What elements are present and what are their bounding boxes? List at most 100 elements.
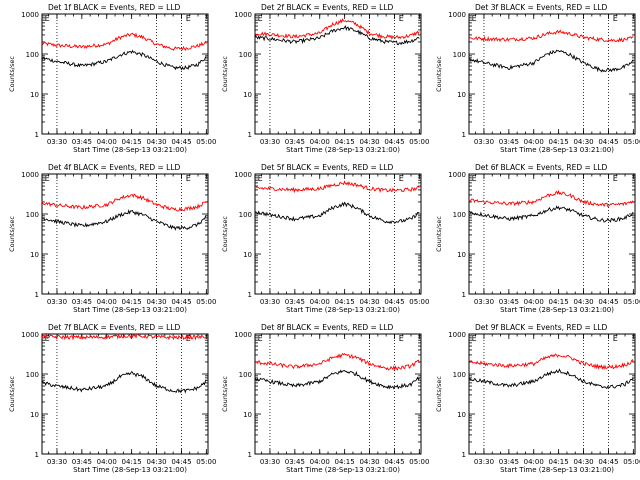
- plot-frame: [468, 173, 636, 295]
- x-tick-label: 04:15: [122, 298, 142, 306]
- x-tick-label: 04:45: [598, 298, 618, 306]
- x-tick-label: 04:30: [146, 138, 166, 146]
- event-marker: E: [45, 14, 50, 23]
- x-tick-label: 05:00: [409, 298, 429, 306]
- x-tick-label: 03:30: [474, 298, 494, 306]
- y-axis-label: Counts/sec: [8, 56, 16, 92]
- lld-series-line: [468, 29, 634, 43]
- x-tick-label: 03:30: [474, 138, 494, 146]
- x-tick-label: 04:00: [97, 138, 117, 146]
- panel-title: Det 1f BLACK = Events, RED = LLD: [48, 3, 181, 12]
- y-tick-label: 1000: [448, 11, 466, 19]
- x-axis-label: Start Time (28-Sep-13 03:21:00): [286, 306, 400, 314]
- detector-panel-6: Det 6f BLACK = Events, RED = LLD 1 10 100 10…: [435, 163, 640, 314]
- y-tick-label: 1000: [234, 331, 252, 339]
- y-tick-label: 1: [248, 131, 252, 139]
- x-tick-label: 04:45: [384, 458, 404, 466]
- x-axis-label: Start Time (28-Sep-13 03:21:00): [73, 146, 187, 154]
- x-axis-label: Start Time (28-Sep-13 03:21:00): [286, 146, 400, 154]
- x-tick-label: 04:00: [97, 298, 117, 306]
- x-axis-label: Start Time (28-Sep-13 03:21:00): [286, 466, 400, 474]
- y-tick-label: 100: [26, 371, 39, 379]
- y-axis-label: Counts/sec: [221, 376, 229, 412]
- x-tick-label: 04:15: [122, 458, 142, 466]
- x-tick-label: 04:15: [549, 298, 569, 306]
- lld-series-line: [468, 353, 634, 371]
- events-series-line: [254, 201, 420, 225]
- y-tick-label: 1: [462, 451, 466, 459]
- events-series-line: [468, 368, 634, 390]
- y-tick-label: 1000: [21, 331, 39, 339]
- plot-frame: [254, 13, 422, 135]
- x-tick-label: 04:30: [359, 138, 379, 146]
- y-tick-label: 10: [457, 91, 466, 99]
- y-tick-label: 1: [462, 131, 466, 139]
- x-tick-label: 04:15: [335, 458, 355, 466]
- x-axis-label: Start Time (28-Sep-13 03:21:00): [500, 466, 614, 474]
- x-tick-label: 03:45: [72, 138, 92, 146]
- y-axis-label: Counts/sec: [435, 56, 443, 92]
- x-axis-label: Start Time (28-Sep-13 03:21:00): [73, 306, 187, 314]
- x-tick-label: 04:45: [598, 458, 618, 466]
- x-tick-label: 03:45: [72, 298, 92, 306]
- x-tick-label: 04:00: [97, 458, 117, 466]
- event-marker: E: [258, 174, 263, 183]
- detector-panel-4: Det 4f BLACK = Events, RED = LLD 1 10 100 10…: [8, 163, 216, 314]
- y-tick-label: 1: [35, 131, 39, 139]
- x-tick-label: 04:15: [335, 298, 355, 306]
- lld-series-line: [254, 18, 420, 40]
- y-tick-label: 100: [453, 371, 466, 379]
- x-axis-label: Start Time (28-Sep-13 03:21:00): [500, 146, 614, 154]
- x-tick-label: 04:30: [359, 298, 379, 306]
- x-tick-label: 04:45: [171, 138, 191, 146]
- x-tick-label: 04:30: [146, 458, 166, 466]
- x-tick-label: 04:15: [122, 138, 142, 146]
- y-tick-label: 100: [453, 211, 466, 219]
- lld-series-line: [468, 189, 634, 208]
- y-tick-label: 1: [35, 291, 39, 299]
- y-tick-label: 1: [462, 291, 466, 299]
- y-tick-label: 10: [30, 91, 39, 99]
- lld-series-line: [41, 193, 207, 212]
- plot-frame: [254, 173, 422, 295]
- events-series-line: [468, 49, 634, 73]
- x-tick-label: 03:30: [47, 458, 67, 466]
- events-series-line: [468, 205, 634, 223]
- events-series-line: [254, 25, 420, 46]
- x-tick-label: 04:45: [598, 138, 618, 146]
- y-tick-label: 10: [30, 251, 39, 259]
- y-tick-label: 1: [248, 451, 252, 459]
- x-tick-label: 03:45: [499, 138, 519, 146]
- x-tick-label: 04:15: [549, 458, 569, 466]
- event-marker: E: [399, 334, 404, 343]
- y-axis-label: Counts/sec: [435, 376, 443, 412]
- x-tick-label: 03:30: [47, 298, 67, 306]
- y-tick-label: 100: [453, 51, 466, 59]
- x-tick-label: 04:30: [573, 458, 593, 466]
- y-tick-label: 1000: [21, 171, 39, 179]
- y-tick-label: 10: [243, 91, 252, 99]
- y-axis-label: Counts/sec: [221, 216, 229, 252]
- plot-frame: [41, 333, 209, 455]
- x-tick-label: 05:00: [623, 458, 640, 466]
- x-tick-label: 04:30: [573, 298, 593, 306]
- plot-frame: [41, 13, 209, 135]
- detector-panel-7: Det 7f BLACK = Events, RED = LLD 1 10 100 10…: [8, 323, 216, 474]
- y-tick-label: 1000: [234, 171, 252, 179]
- event-marker: E: [258, 14, 263, 23]
- y-tick-label: 1000: [234, 11, 252, 19]
- x-tick-label: 04:45: [384, 298, 404, 306]
- panel-title: Det 6f BLACK = Events, RED = LLD: [475, 163, 608, 172]
- x-tick-label: 05:00: [409, 138, 429, 146]
- events-series-line: [41, 209, 207, 231]
- y-tick-label: 100: [26, 51, 39, 59]
- y-tick-label: 1000: [21, 11, 39, 19]
- lld-series-line: [41, 332, 207, 341]
- event-marker: E: [613, 174, 618, 183]
- y-tick-label: 10: [457, 411, 466, 419]
- detector-panel-5: Det 5f BLACK = Events, RED = LLD 1 10 100 10…: [221, 163, 429, 314]
- x-tick-label: 04:15: [335, 138, 355, 146]
- lld-series-line: [254, 180, 420, 194]
- panel-title: Det 7f BLACK = Events, RED = LLD: [48, 323, 181, 332]
- x-tick-label: 03:30: [260, 298, 280, 306]
